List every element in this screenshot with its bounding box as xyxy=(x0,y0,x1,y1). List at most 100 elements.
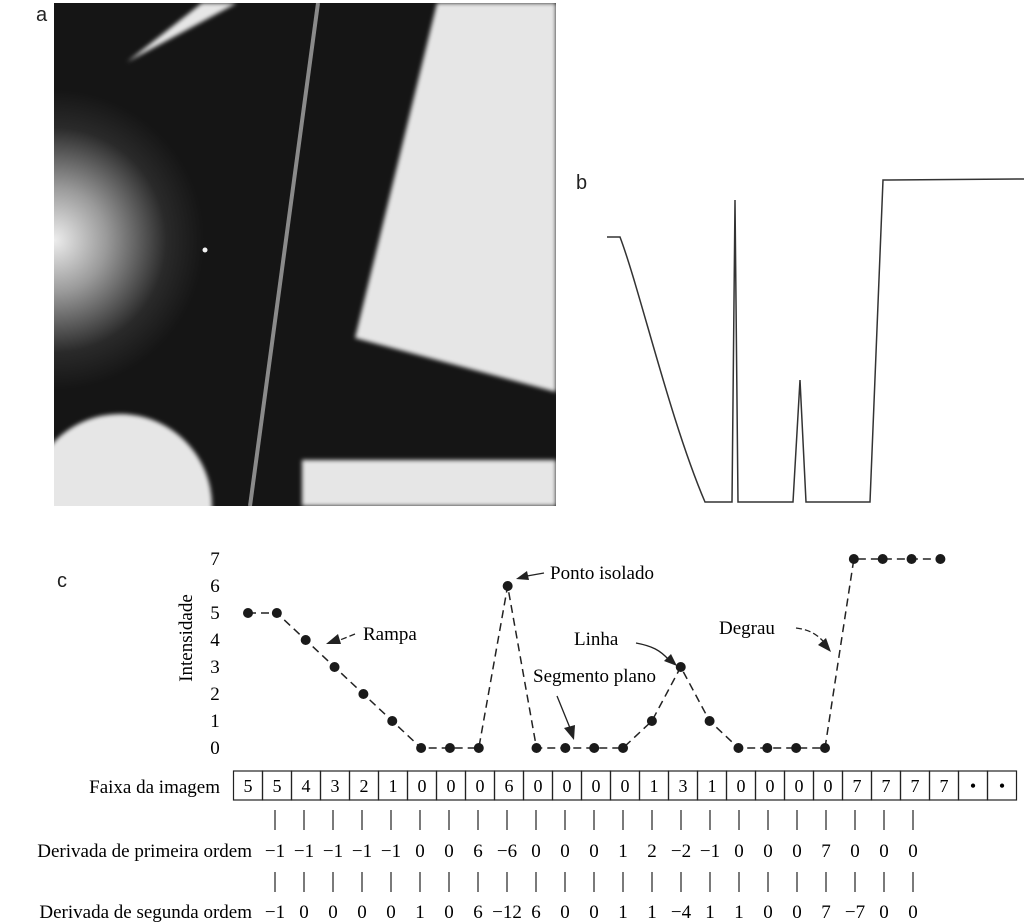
first-derivative-value: 0 xyxy=(560,841,570,862)
y-tick-label: 5 xyxy=(210,603,220,624)
strip-cell-value: 0 xyxy=(476,776,485,796)
y-tick-label: 2 xyxy=(210,684,220,705)
y-tick-label: 1 xyxy=(210,711,220,732)
first-derivative-value: −1 xyxy=(323,841,343,862)
data-point xyxy=(848,554,859,564)
strip-cell-value: • xyxy=(999,776,1005,796)
data-point xyxy=(444,743,455,753)
data-point xyxy=(416,743,427,753)
profile-curve xyxy=(607,178,1025,503)
strip-row-label: Faixa da imagem xyxy=(89,777,220,798)
first-derivative-row-label: Derivada de primeira ordem xyxy=(37,841,252,862)
annotation-ponto-isolado: Ponto isolado xyxy=(550,563,654,584)
data-point xyxy=(675,662,686,672)
strip-cell-value: 0 xyxy=(592,776,601,796)
data-point xyxy=(531,743,542,753)
strip-cell-value: 2 xyxy=(360,776,369,796)
strip-cell-value: 6 xyxy=(505,776,514,796)
annotation-linha: Linha xyxy=(574,629,619,650)
top-triangle-shape xyxy=(127,3,237,62)
strip-cell-value: • xyxy=(970,776,976,796)
strip-cell-value: 0 xyxy=(824,776,833,796)
second-derivative-value: 0 xyxy=(589,902,599,923)
first-derivative-value: 2 xyxy=(647,841,657,862)
degrau-arrow xyxy=(795,627,825,643)
data-point xyxy=(877,554,888,564)
second-derivative-value: 0 xyxy=(328,902,338,923)
strip-cell-value: 0 xyxy=(563,776,572,796)
second-derivative-value: −1 xyxy=(265,902,285,923)
data-point xyxy=(473,743,484,753)
strip-cell-value: 3 xyxy=(331,776,340,796)
second-derivative-value: 1 xyxy=(618,902,628,923)
data-point xyxy=(935,554,946,564)
strip-cell-value: 0 xyxy=(737,776,746,796)
first-derivative-value: −2 xyxy=(671,841,691,862)
first-derivative-value: 0 xyxy=(734,841,744,862)
second-derivative-value: 0 xyxy=(908,902,918,923)
strip-cell xyxy=(986,770,1018,801)
strip-cell-value: 1 xyxy=(650,776,659,796)
strip-cell-value: 0 xyxy=(766,776,775,796)
bottom-left-disk xyxy=(54,414,212,506)
segmento-plano-arrowhead xyxy=(564,725,575,740)
strip-cell-value: 7 xyxy=(911,776,920,796)
data-point xyxy=(762,743,773,753)
first-derivative-value: −1 xyxy=(265,841,285,862)
strip-cell-value: 4 xyxy=(302,776,311,796)
rampa-arrow xyxy=(339,633,356,641)
series-1-line xyxy=(248,558,941,749)
second-derivative-value: 1 xyxy=(705,902,715,923)
data-point xyxy=(646,716,657,726)
second-derivative-value: 1 xyxy=(734,902,744,923)
first-derivative-value: 0 xyxy=(792,841,802,862)
y-tick-label: 6 xyxy=(210,576,220,597)
second-derivative-value: −12 xyxy=(492,902,522,923)
linha-arrowhead xyxy=(664,654,677,666)
first-derivative-value: 6 xyxy=(473,841,483,862)
second-derivative-value: −7 xyxy=(845,902,865,923)
data-point xyxy=(329,662,340,672)
annotation-degrau: Degrau xyxy=(719,618,775,639)
bottom-right-region xyxy=(302,460,556,506)
isolated-point-feature xyxy=(202,247,208,253)
strip-cell-value: 1 xyxy=(708,776,717,796)
data-point xyxy=(906,554,917,564)
data-point xyxy=(502,581,513,591)
thin-line-feature xyxy=(248,3,320,506)
strip-cell-value: 0 xyxy=(621,776,630,796)
strip-cell-value: 7 xyxy=(882,776,891,796)
panel-label-a: a xyxy=(36,4,48,26)
data-point xyxy=(358,689,369,699)
second-derivative-value: 0 xyxy=(792,902,802,923)
right-bright-region xyxy=(355,3,556,392)
first-derivative-value: 0 xyxy=(531,841,541,862)
data-point xyxy=(560,743,571,753)
strip-cell-value: 7 xyxy=(940,776,949,796)
y-tick-label: 0 xyxy=(210,738,220,759)
first-derivative-value: −6 xyxy=(497,841,517,862)
strip-cell-value: 1 xyxy=(389,776,398,796)
second-derivative-value: 6 xyxy=(473,902,483,923)
second-derivative-row-label: Derivada de segunda ordem xyxy=(39,902,252,923)
second-derivative-value: 1 xyxy=(415,902,425,923)
second-derivative-value: 0 xyxy=(763,902,773,923)
ponto-isolado-arrow xyxy=(526,572,545,577)
annotation-rampa: Rampa xyxy=(363,624,417,645)
first-derivative-value: 1 xyxy=(618,841,628,862)
data-point xyxy=(300,635,311,645)
second-derivative-value: 0 xyxy=(879,902,889,923)
second-derivative-value: 0 xyxy=(299,902,309,923)
first-derivative-value: 0 xyxy=(444,841,454,862)
first-derivative-value: 0 xyxy=(879,841,889,862)
first-derivative-value: 0 xyxy=(908,841,918,862)
first-derivative-value: 7 xyxy=(821,841,831,862)
panel-label-b: b xyxy=(576,172,588,194)
first-derivative-value: −1 xyxy=(700,841,720,862)
y-axis-label: Intensidade xyxy=(176,594,197,682)
first-derivative-value: 0 xyxy=(589,841,599,862)
first-derivative-value: −1 xyxy=(352,841,372,862)
data-point xyxy=(271,608,282,618)
